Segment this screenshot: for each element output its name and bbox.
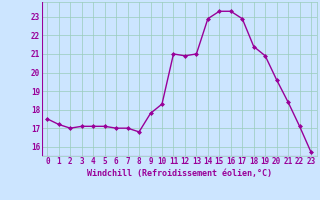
X-axis label: Windchill (Refroidissement éolien,°C): Windchill (Refroidissement éolien,°C) bbox=[87, 169, 272, 178]
